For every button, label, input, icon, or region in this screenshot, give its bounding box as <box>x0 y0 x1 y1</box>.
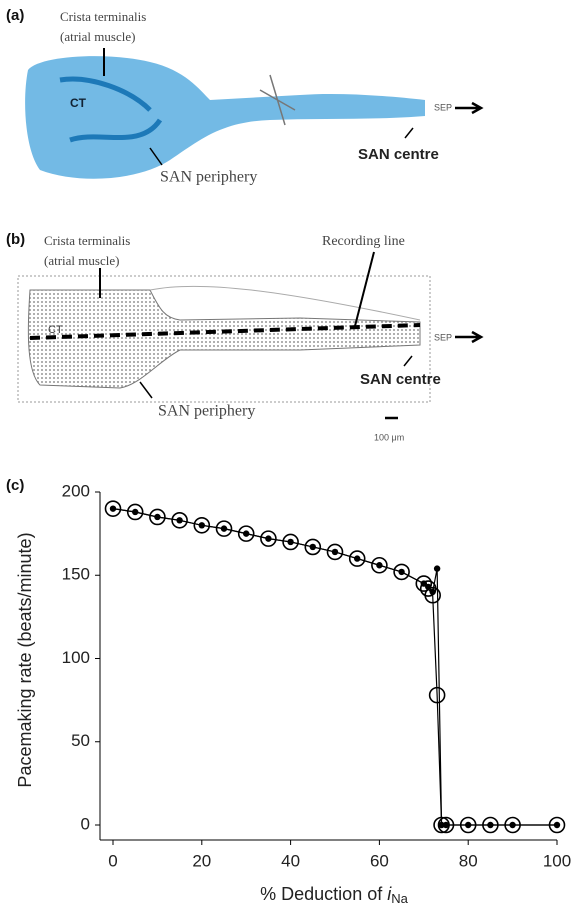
arrow <box>455 330 484 344</box>
data-point <box>109 505 117 512</box>
x-axis-label-text: % Deduction of <box>260 884 387 904</box>
data-point <box>420 580 427 587</box>
annotation: Crista terminalis <box>60 9 146 24</box>
x-tick-label: 60 <box>370 851 389 870</box>
annotation: SEP <box>434 102 452 112</box>
x-tick-label: 100 <box>543 851 571 870</box>
data-point <box>433 565 441 572</box>
data-point <box>442 821 450 829</box>
data-point <box>193 516 211 534</box>
annotation: SAN periphery <box>158 403 255 420</box>
data-point <box>287 538 294 546</box>
data-point <box>260 530 277 547</box>
outline <box>149 285 421 321</box>
data-point <box>326 543 344 561</box>
x-tick-label: 40 <box>281 851 300 870</box>
data-point <box>482 816 499 834</box>
arrow <box>149 147 163 166</box>
tissue-image <box>25 56 426 179</box>
annotation: CT <box>48 324 63 336</box>
data-point <box>198 522 205 529</box>
data-point <box>348 550 366 567</box>
data-point <box>553 821 561 829</box>
annotation: SAN centre <box>358 146 439 163</box>
data-point <box>465 821 472 829</box>
x-axis-label-sub: Na <box>391 891 408 906</box>
data-point <box>354 555 361 562</box>
x-tick-label: 0 <box>108 851 117 870</box>
data-point <box>487 821 494 829</box>
data-point <box>176 517 183 524</box>
data-point <box>428 686 446 704</box>
data-point <box>398 568 405 576</box>
data-point <box>548 816 566 834</box>
arrow <box>455 101 484 115</box>
y-tick-label: 200 <box>62 481 90 500</box>
data-point <box>509 821 516 829</box>
data-point <box>371 556 388 574</box>
data-point <box>282 533 299 551</box>
data-point <box>215 520 233 537</box>
data-point <box>265 535 272 542</box>
data-point <box>438 821 445 829</box>
annotation: 100 μm <box>374 432 404 442</box>
data-point <box>154 513 161 521</box>
data-point <box>304 538 322 556</box>
data-point <box>243 530 250 537</box>
data-point <box>237 525 255 542</box>
data-point <box>415 575 433 592</box>
data-point <box>429 588 436 596</box>
data-point <box>309 543 316 551</box>
data-point <box>393 563 410 581</box>
x-axis-label: % Deduction of iNa <box>260 884 408 907</box>
annotation: SAN periphery <box>160 169 257 186</box>
recording-line <box>29 323 421 340</box>
annotation: (atrial muscle) <box>60 29 135 44</box>
y-tick-label: 50 <box>71 731 90 750</box>
tissue-model <box>27 289 421 389</box>
frame <box>17 275 431 403</box>
annotation: CT <box>70 96 87 110</box>
panel-label: (a) <box>6 7 24 24</box>
annotation: Crista terminalis <box>44 233 130 248</box>
data-point <box>459 816 477 834</box>
arrow <box>139 381 153 399</box>
y-axis-label: Pacemaking rate (beats/minute) <box>15 532 35 787</box>
y-tick-label: 150 <box>62 565 90 584</box>
data-point <box>149 508 166 526</box>
x-axis-label-var: i <box>387 884 392 904</box>
y-tick-label: 0 <box>81 814 90 833</box>
arrow <box>354 251 375 327</box>
data-point <box>424 586 441 604</box>
x-tick-label: 20 <box>192 851 211 870</box>
annotation: Recording line <box>322 234 405 249</box>
y-tick-label: 100 <box>62 648 90 667</box>
data-point <box>126 503 144 521</box>
series-line <box>112 508 557 826</box>
panel-label: (c) <box>6 477 24 494</box>
arrow <box>403 355 413 367</box>
data-point <box>425 583 432 591</box>
data-point <box>132 508 139 516</box>
data-point <box>376 562 383 569</box>
data-point <box>220 525 228 532</box>
annotation: (atrial muscle) <box>44 253 119 268</box>
annotation: SEP <box>434 332 452 342</box>
x-tick-label: 80 <box>459 851 478 870</box>
annotation: SAN centre <box>360 371 441 388</box>
arrow <box>404 127 414 139</box>
panel-label: (b) <box>6 231 25 248</box>
series-line <box>112 508 557 826</box>
data-point <box>171 512 188 529</box>
data-point <box>104 500 122 517</box>
data-point <box>331 548 339 556</box>
data-point <box>504 816 521 834</box>
